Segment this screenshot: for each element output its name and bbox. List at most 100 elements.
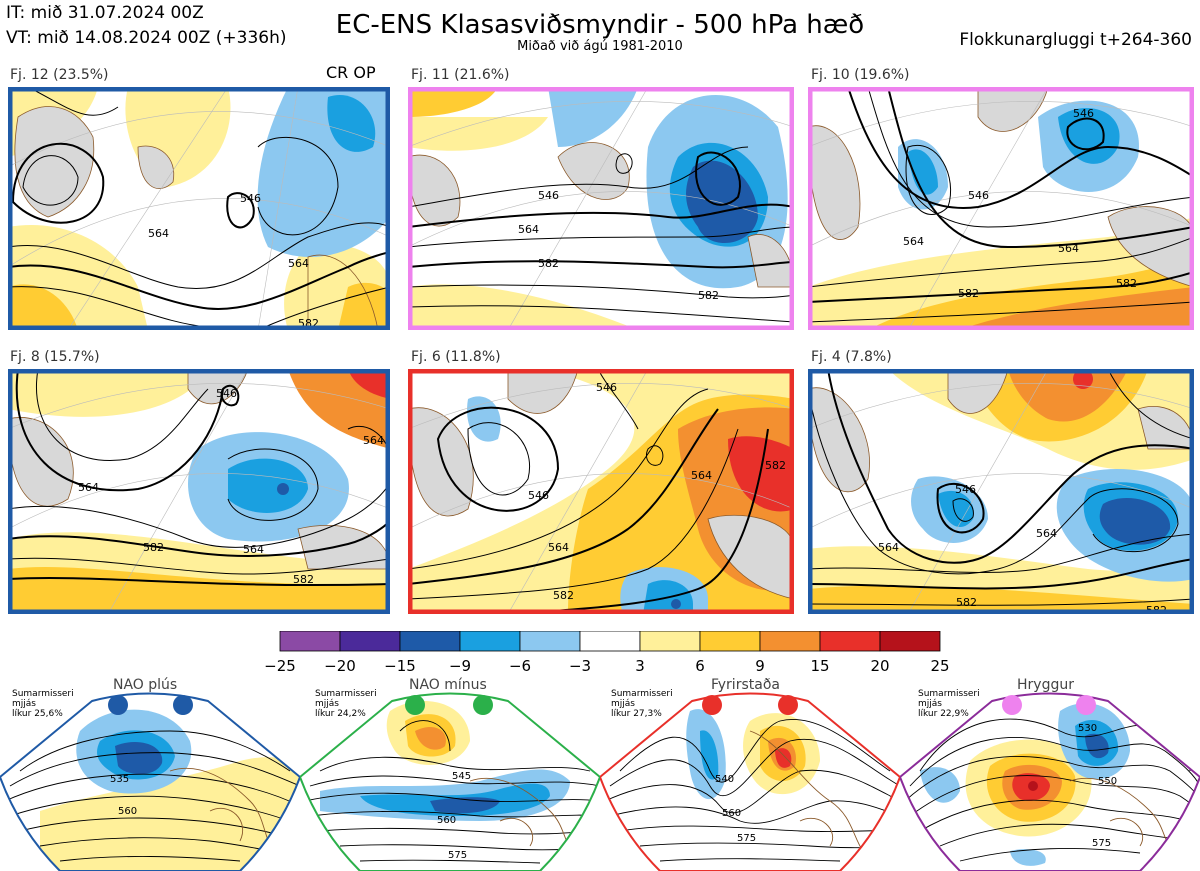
colorbar-cell bbox=[819, 631, 881, 652]
colorbar-tick-label: −20 bbox=[324, 657, 356, 675]
contour-label: 582 bbox=[553, 589, 574, 602]
regime-nao-minus: 545 560 575 NAO mínus Sumarmisseri mjjás… bbox=[300, 671, 600, 871]
contour-label: 546 bbox=[528, 489, 549, 502]
regime-name: Hryggur bbox=[1017, 677, 1074, 693]
contour-label: 564 bbox=[78, 481, 99, 494]
classification-window: Flokkunargluggi t+264-360 bbox=[959, 30, 1192, 50]
colorbar-tick-label: 9 bbox=[755, 657, 765, 675]
colorbar-tick-label: −3 bbox=[569, 657, 591, 675]
contour-label: 582 bbox=[538, 257, 559, 270]
regime-probability: líkur 25,6% bbox=[12, 709, 63, 719]
colorbar-tick-label: 6 bbox=[695, 657, 705, 675]
contour-label: 582 bbox=[1146, 604, 1167, 614]
contour-label: 564 bbox=[148, 227, 169, 240]
contour-label: 564 bbox=[243, 543, 264, 556]
contour-label: 564 bbox=[691, 469, 712, 482]
panel-border bbox=[8, 87, 390, 330]
contour-label: 564 bbox=[903, 235, 924, 248]
colorbar-cell bbox=[879, 631, 941, 652]
contour-label: 575 bbox=[448, 850, 467, 861]
regime-months: mjjás bbox=[12, 699, 36, 709]
regime-marker-dot bbox=[1076, 695, 1096, 715]
land-masses bbox=[408, 369, 794, 600]
colorbar-tick-label: −9 bbox=[449, 657, 471, 675]
contour-label: 546 bbox=[596, 381, 617, 394]
regime-border bbox=[0, 692, 300, 871]
regime-season: Sumarmisseri bbox=[12, 689, 74, 699]
valid-time: VT: mið 14.08.2024 00Z (+336h) bbox=[6, 28, 287, 48]
colorbar-cell bbox=[459, 631, 521, 652]
regime-marker-dot bbox=[405, 695, 425, 715]
cluster-map-11: 546 564 582 582 bbox=[408, 87, 794, 330]
regime-months: mjjás bbox=[315, 699, 339, 709]
land-masses bbox=[408, 142, 794, 288]
regime-marker-dot bbox=[702, 695, 722, 715]
regime-marker-dot bbox=[173, 695, 193, 715]
regime-blocking: 540 560 575 Fyrirstaða Sumarmisseri mjjá… bbox=[600, 671, 900, 871]
regime-marker-dot bbox=[108, 695, 128, 715]
cluster-map-10: 546 546 564 564 582 582 bbox=[808, 87, 1194, 330]
colorbar-cell bbox=[579, 631, 641, 652]
contour-label: 546 bbox=[955, 483, 976, 496]
contour-label: 560 bbox=[722, 808, 741, 819]
colorbar-tick-label: −15 bbox=[384, 657, 416, 675]
colorbar-cell bbox=[519, 631, 581, 652]
contour-label: 550 bbox=[1098, 776, 1117, 787]
page-title: EC-ENS Klasasviðsmyndir - 500 hPa hæð bbox=[335, 10, 865, 40]
panel-6-label: Fj. 4 (7.8%) bbox=[811, 349, 892, 365]
initial-time: IT: mið 31.07.2024 00Z bbox=[6, 3, 204, 23]
contour-label: 582 bbox=[698, 289, 719, 302]
colorbar-tick-label: 15 bbox=[810, 657, 829, 675]
regime-months: mjjás bbox=[611, 699, 635, 709]
contour-label: 564 bbox=[1058, 242, 1079, 255]
regime-nao-plus: 535 560 NAO plús Sumarmisseri mjjás líku… bbox=[0, 671, 300, 871]
contour-label: 564 bbox=[1036, 527, 1057, 540]
regime-season: Sumarmisseri bbox=[918, 689, 980, 699]
cluster-map-6: 546 546 564 564 582 582 bbox=[408, 369, 794, 614]
anomaly-colorbar: −25 −20 −15 −9 −6 −3 3 6 9 15 20 25 bbox=[265, 631, 950, 675]
page-subtitle: Miðað við ágú 1981-2010 bbox=[517, 39, 683, 54]
contour-label: 546 bbox=[240, 192, 261, 205]
cluster-map-4: 546 564 564 582 582 bbox=[808, 369, 1194, 614]
contour-label: 582 bbox=[765, 459, 786, 472]
colorbar-tick-label: −25 bbox=[265, 657, 296, 675]
contour-label: 582 bbox=[1116, 277, 1137, 290]
contour-label: 540 bbox=[715, 774, 734, 785]
panel-1-label: Fj. 12 (23.5%) bbox=[10, 67, 109, 83]
colorbar-tick-label: 20 bbox=[870, 657, 889, 675]
regime-marker-dot bbox=[473, 695, 493, 715]
panel-border bbox=[408, 87, 794, 330]
cluster-map-8: 564 546 564 564 582 582 bbox=[8, 369, 390, 614]
contour-label: 546 bbox=[968, 189, 989, 202]
regime-probability: líkur 22,9% bbox=[918, 709, 969, 719]
regime-ridge: 530 550 575 Hryggur Sumarmisseri mjjás l… bbox=[900, 671, 1200, 871]
contour-label: 530 bbox=[1078, 723, 1097, 734]
contour-label: 582 bbox=[958, 287, 979, 300]
contour-label: 564 bbox=[363, 434, 384, 447]
panel-border bbox=[808, 369, 1194, 614]
contour-label: 575 bbox=[1092, 838, 1111, 849]
panel-border bbox=[8, 369, 390, 614]
contour-label: 564 bbox=[878, 541, 899, 554]
colorbar-cell bbox=[399, 631, 461, 652]
contour-label: 546 bbox=[1073, 107, 1094, 120]
land-masses bbox=[808, 87, 1194, 288]
regime-season: Sumarmisseri bbox=[611, 689, 673, 699]
colorbar-cell bbox=[339, 631, 401, 652]
colorbar-tick-label: 3 bbox=[635, 657, 645, 675]
panel-border bbox=[408, 369, 794, 614]
colorbar-cell bbox=[759, 631, 821, 652]
colorbar-cell bbox=[639, 631, 701, 652]
regime-months: mjjás bbox=[918, 699, 942, 709]
contour-label: 560 bbox=[118, 806, 137, 817]
contour-label: 545 bbox=[452, 771, 471, 782]
contour-label: 564 bbox=[518, 223, 539, 236]
colorbar-cell bbox=[699, 631, 761, 652]
cluster-map-12: 564 546 564 582 bbox=[8, 87, 390, 330]
regime-marker-dot bbox=[778, 695, 798, 715]
colorbar-tick-label: 25 bbox=[930, 657, 949, 675]
regime-border bbox=[300, 692, 600, 871]
contour-label: 546 bbox=[216, 387, 237, 400]
panel-border bbox=[808, 87, 1194, 330]
regime-border bbox=[600, 692, 900, 871]
